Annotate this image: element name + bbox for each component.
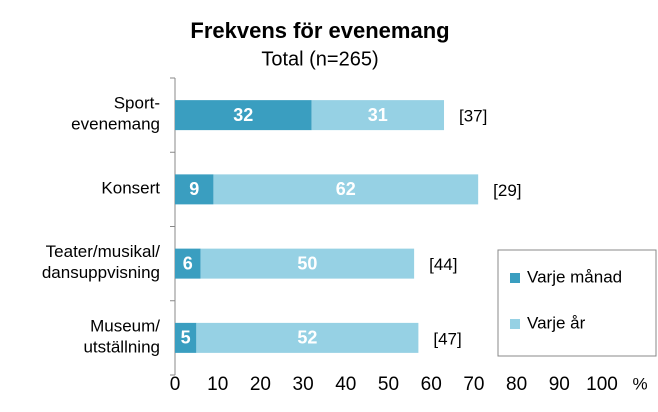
bar-value-label: 62 [336, 179, 356, 199]
bar-value-label: 31 [368, 105, 388, 125]
bar-value-label: 5 [181, 328, 191, 348]
annotation: [47] [433, 329, 461, 348]
legend-label: Varje år [527, 313, 586, 332]
x-tick-label: 70 [463, 374, 484, 395]
bar [196, 322, 419, 353]
bar-value-label: 52 [297, 328, 317, 348]
bar [213, 174, 479, 205]
bar [175, 322, 197, 353]
annotation: [44] [429, 255, 457, 274]
bar-value-label: 50 [297, 253, 317, 273]
bar-value-label: 9 [189, 179, 199, 199]
annotation: [37] [459, 107, 487, 126]
bar [175, 174, 214, 205]
bar [175, 248, 201, 279]
bar [175, 100, 312, 131]
chart-subtitle: Total (n=265) [261, 48, 378, 70]
annotation: [29] [493, 181, 521, 200]
x-tick-label: 40 [335, 374, 356, 395]
bar [311, 100, 445, 131]
bar [200, 248, 415, 279]
x-tick-label: 80 [506, 374, 527, 395]
x-tick-label: 50 [378, 374, 399, 395]
x-axis-label: % [632, 374, 647, 393]
x-tick-label: 20 [250, 374, 271, 395]
y-tick-label: Museum/utställning [83, 317, 160, 357]
legend-swatch [510, 319, 520, 329]
bar-value-label: 32 [233, 105, 253, 125]
x-tick-label: 10 [207, 374, 228, 395]
y-tick-label: Sport-evenemang [71, 94, 160, 134]
legend-swatch [510, 273, 520, 283]
x-tick-label: 30 [293, 374, 314, 395]
legend-box [497, 249, 657, 357]
x-tick-label: 60 [421, 374, 442, 395]
chart-title: Frekvens för evenemang [190, 18, 449, 43]
y-tick-label: Teater/musikal/dansuppvisning [42, 243, 160, 283]
x-tick-label: 100 [586, 374, 618, 395]
x-tick-label: 90 [549, 374, 570, 395]
bar-value-label: 6 [183, 253, 193, 273]
legend-label: Varje månad [527, 267, 622, 286]
x-tick-label: 0 [170, 374, 181, 395]
y-tick-label: Konsert [101, 179, 160, 198]
